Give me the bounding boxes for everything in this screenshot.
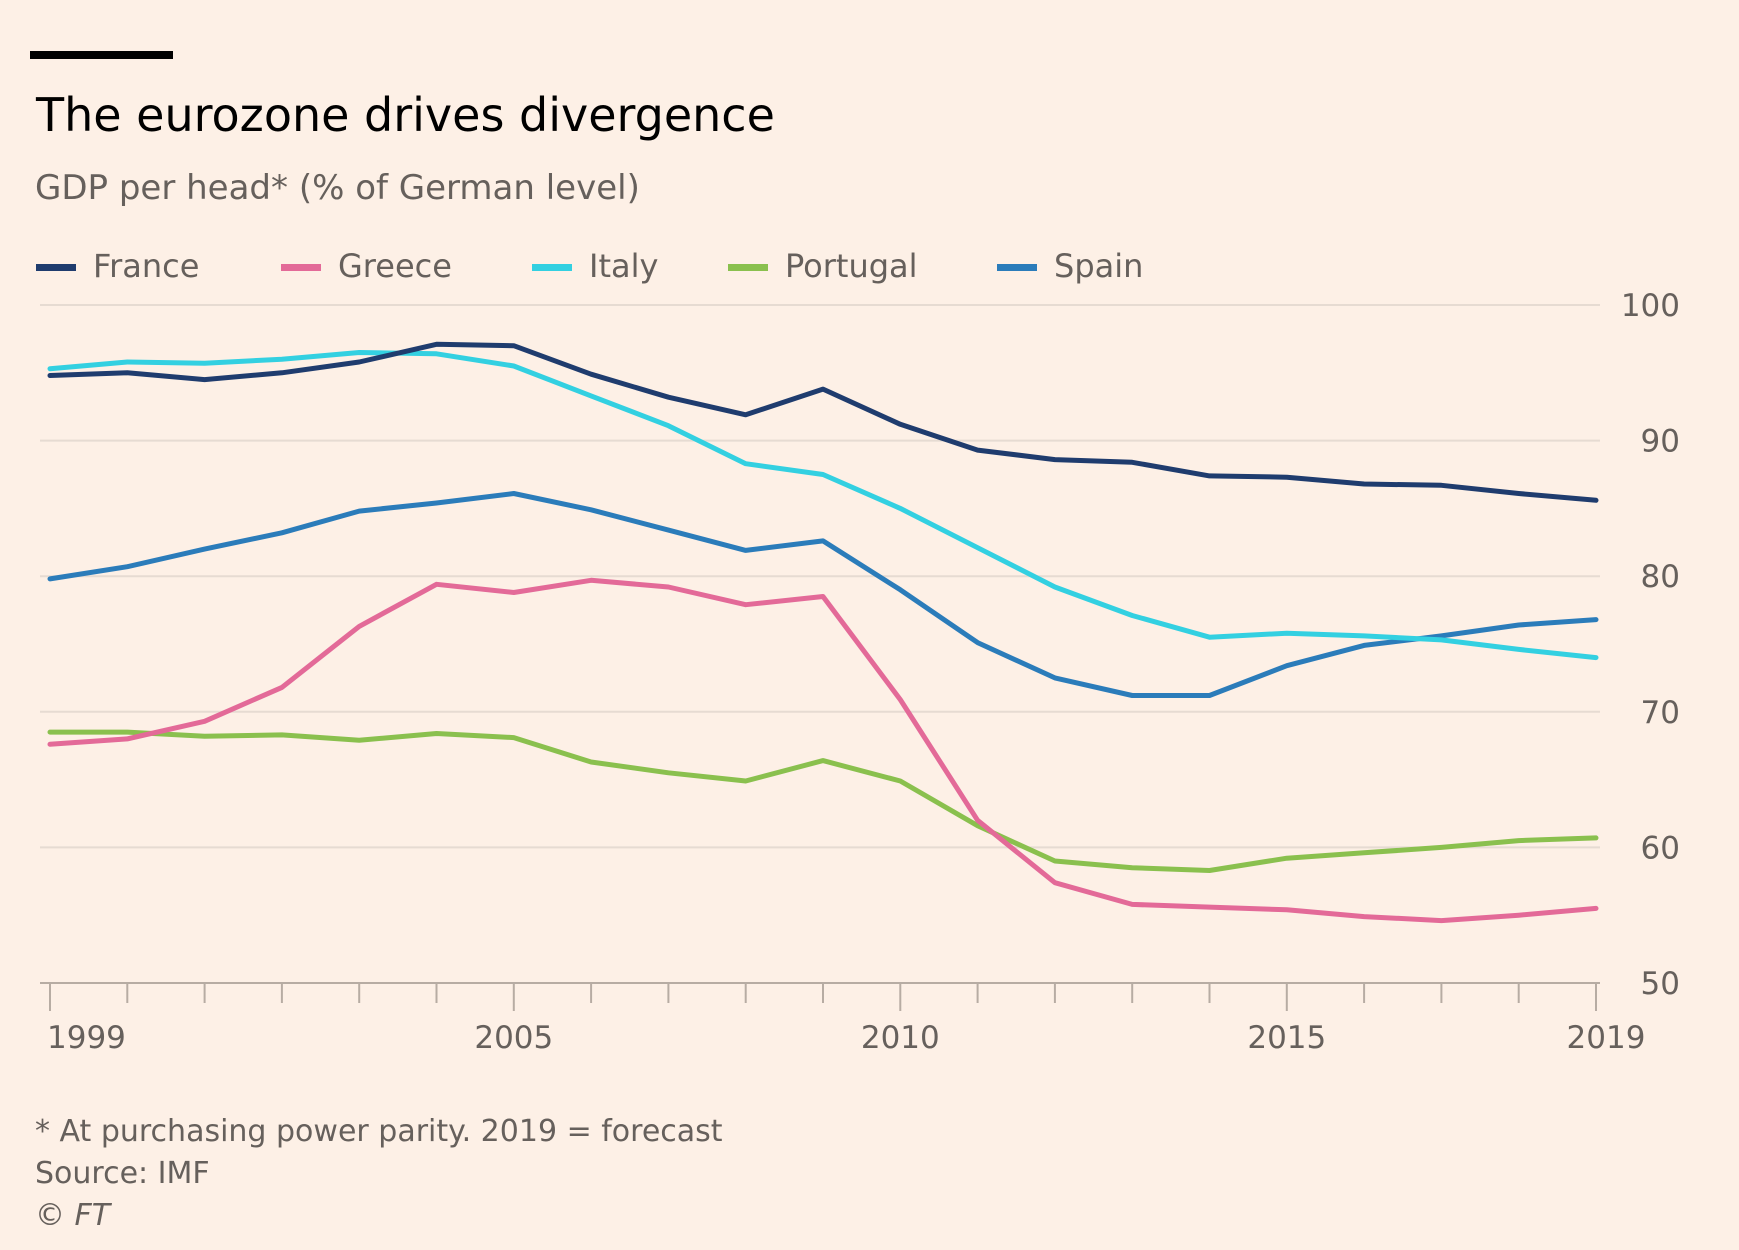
y-tick-label: 50 [1641,966,1680,1002]
copyright-owner: FT [74,1198,111,1233]
x-tick-label: 1999 [47,1020,126,1056]
legend-label-france: France [93,247,200,285]
chart-subtitle: GDP per head* (% of German level) [35,168,640,208]
source-note: Source: IMF [35,1156,210,1191]
legend-swatch-france [36,264,76,271]
series-line-france [47,341,1599,503]
y-tick-label: 100 [1621,288,1680,324]
legend-swatch-greece [281,264,321,271]
series-line-portugal [47,729,1599,873]
series-line-italy [47,350,1599,661]
copyright-symbol: © [35,1198,65,1233]
y-tick-label: 80 [1641,559,1680,595]
legend-swatch-portugal [728,264,768,271]
x-tick-label: 2019 [1567,1020,1646,1056]
legend-label-greece: Greece [338,247,452,285]
legend-label-italy: Italy [589,247,659,285]
legend-swatch-italy [532,264,572,271]
chart-legend: France Greece Italy Portugal Spain [0,244,1200,288]
series-line-greece [47,577,1599,924]
header-rule [30,51,173,59]
series-line-spain [47,491,1599,698]
x-tick-label: 2010 [861,1020,940,1056]
y-tick-label: 90 [1641,424,1680,460]
x-tick-label: 2005 [474,1020,553,1056]
legend-label-spain: Spain [1054,247,1144,285]
legend-label-portugal: Portugal [785,247,918,285]
y-tick-label: 60 [1641,830,1680,866]
footnote-ppp: * At purchasing power parity. 2019 = for… [35,1114,723,1149]
y-tick-label: 70 [1641,695,1680,731]
x-tick-label: 2015 [1247,1020,1326,1056]
chart-title: The eurozone drives divergence [36,88,775,142]
copyright-note: © FT [35,1196,110,1236]
legend-swatch-spain [997,264,1037,271]
